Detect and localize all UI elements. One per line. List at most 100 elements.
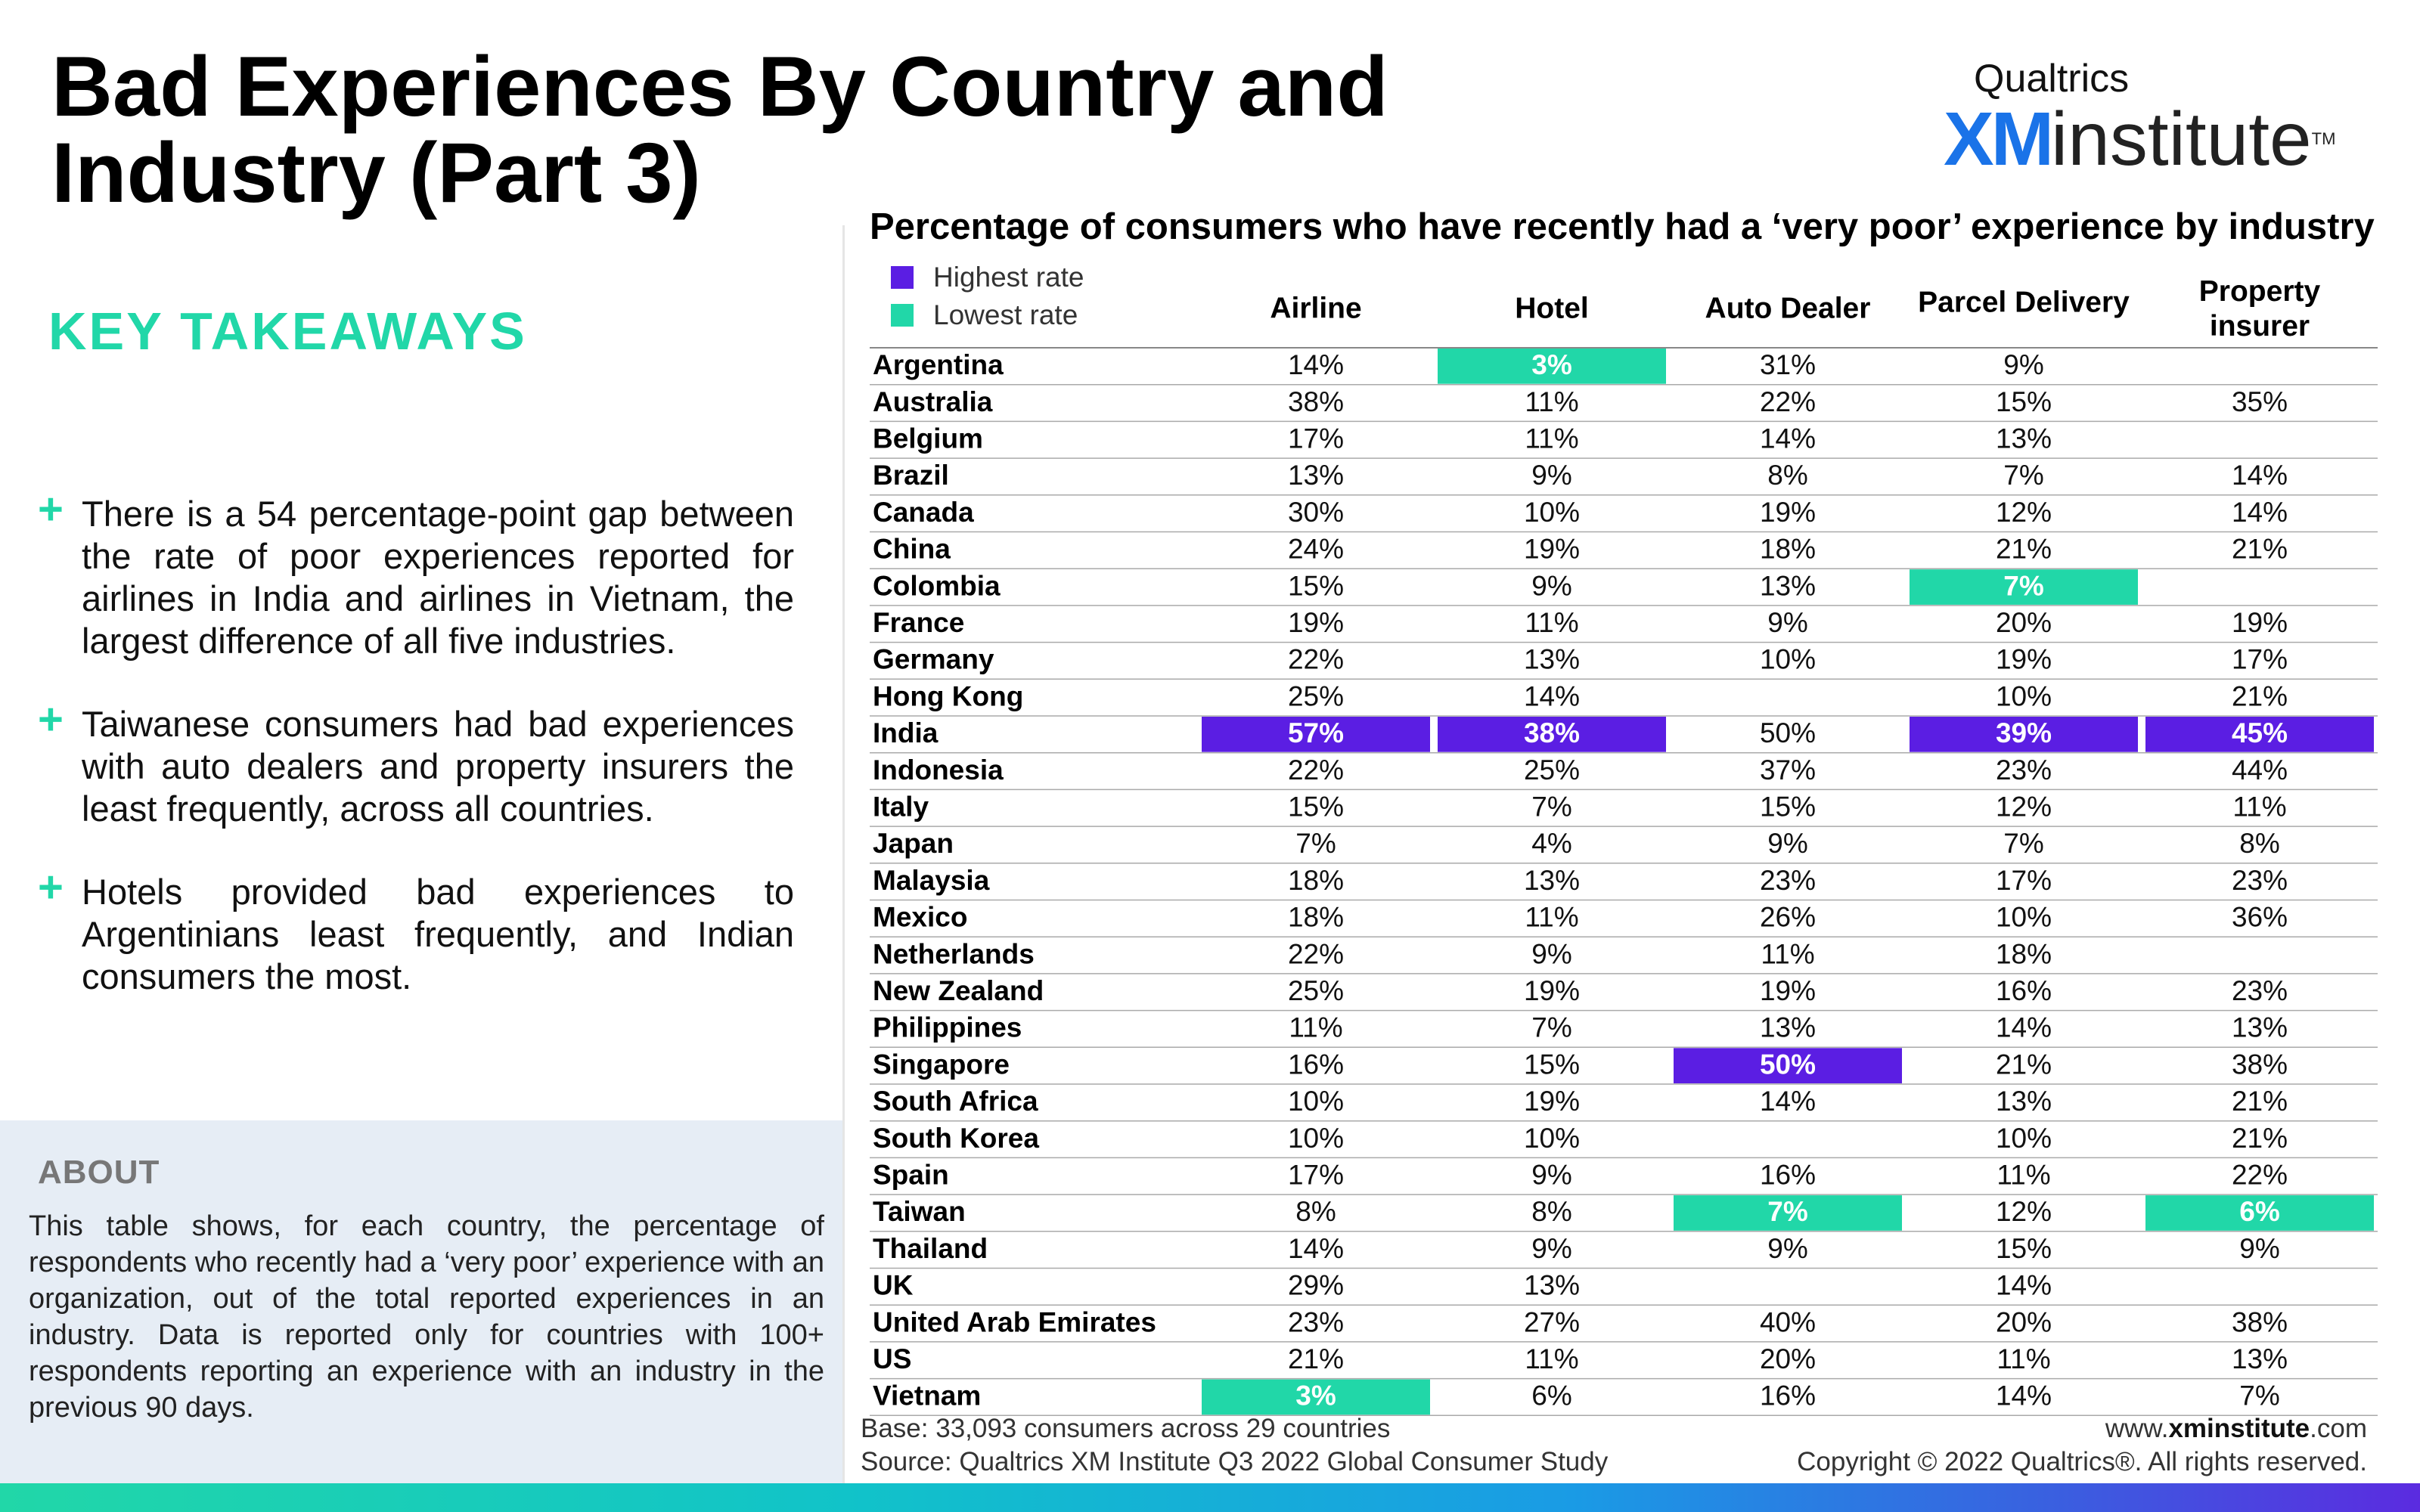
cell-value: 35% <box>2232 386 2288 417</box>
cell-value: 11% <box>2232 792 2286 823</box>
cell-value: 38% <box>2232 1306 2288 1337</box>
cell-value: 21% <box>2232 680 2288 711</box>
cell-value: 10% <box>1524 1123 1580 1154</box>
row-label-us: US <box>873 1343 911 1374</box>
cell-value: 17% <box>1288 423 1344 454</box>
cell-value: 10% <box>1288 1086 1344 1117</box>
copyright-text: Copyright © 2022 Qualtrics®. All rights … <box>1797 1447 2367 1476</box>
row-label-canada: Canada <box>873 497 974 528</box>
cell-value: 14% <box>1288 1233 1344 1264</box>
row-label-france: France <box>873 607 964 638</box>
cell-value: 16% <box>1288 1049 1344 1080</box>
vertical-divider <box>842 225 845 1483</box>
cell-value: 9% <box>1531 570 1571 601</box>
cell-value: 7% <box>1767 1196 1807 1227</box>
footer-source-text: Source: Qualtrics XM Institute Q3 2022 G… <box>861 1447 1609 1476</box>
cell-value: 25% <box>1524 754 1580 785</box>
url-domain: xminstitute <box>2168 1414 2310 1443</box>
takeaway-item: + There is a 54 percentage-point gap bet… <box>38 488 794 662</box>
cell-value: 11% <box>1525 1343 1578 1374</box>
cell-value: 22% <box>1760 386 1816 417</box>
key-takeaways-list: + There is a 54 percentage-point gap bet… <box>38 488 794 1039</box>
row-label-philippines: Philippines <box>873 1012 1022 1043</box>
cell-value: 22% <box>1288 938 1344 969</box>
cell-value: 6% <box>2239 1196 2279 1227</box>
cell-value: 7% <box>2003 460 2043 491</box>
column-header-hotel: Hotel <box>1515 292 1589 324</box>
cell-value: 11% <box>1761 938 1814 969</box>
row-label-new-zealand: New Zealand <box>873 975 1044 1006</box>
cell-value: 7% <box>1531 792 1571 823</box>
cell-value: 14% <box>1996 1012 2052 1043</box>
cell-value: 9% <box>1767 1233 1807 1264</box>
legend-item-lowest: Lowest rate <box>891 296 1084 334</box>
highlight-cell-lowest <box>1910 569 2138 605</box>
cell-value: 21% <box>1288 1343 1344 1374</box>
website-link[interactable]: www.xminstitute.com <box>1797 1412 2367 1445</box>
cell-value: 8% <box>2239 828 2279 859</box>
cell-value: 14% <box>2232 497 2288 528</box>
cell-value: 13% <box>1288 460 1344 491</box>
legend-label-highest: Highest rate <box>933 262 1084 293</box>
url-prefix: www. <box>2105 1414 2169 1443</box>
logo-xm-text: XM <box>1944 97 2054 181</box>
cell-value: 29% <box>1288 1270 1344 1301</box>
cell-value: 19% <box>1524 1086 1580 1117</box>
cell-value: 44% <box>2232 754 2288 785</box>
footer-base: Base: 33,093 consumers across 29 countri… <box>861 1414 1391 1443</box>
takeaway-text: Hotels provided bad experiences to Argen… <box>82 872 794 996</box>
cell-value: 19% <box>1524 975 1580 1006</box>
cell-value: 18% <box>1760 534 1816 565</box>
page-title: Bad Experiences By Country and Industry … <box>51 39 1388 220</box>
row-label-thailand: Thailand <box>873 1233 988 1264</box>
cell-value: 9% <box>1767 607 1807 638</box>
cell-value: 14% <box>1996 1380 2052 1411</box>
cell-value: 16% <box>1760 1380 1816 1411</box>
cell-value: 7% <box>1531 1012 1571 1043</box>
bottom-gradient-bar <box>0 1483 2420 1512</box>
logo-main-line: XMinstituteTM <box>1944 101 2367 177</box>
row-label-south-africa: South Africa <box>873 1086 1038 1117</box>
logo-trademark: TM <box>2311 129 2336 148</box>
legend: Highest rate Lowest rate <box>891 259 1084 334</box>
column-header-parcel-delivery: Parcel Delivery <box>1918 286 2130 318</box>
cell-value: 10% <box>1996 680 2052 711</box>
row-label-japan: Japan <box>873 828 954 859</box>
cell-value: 50% <box>1760 1049 1816 1080</box>
cell-value: 11% <box>1525 423 1578 454</box>
cell-value: 13% <box>1524 1270 1580 1301</box>
takeaway-text: There is a 54 percentage-point gap betwe… <box>82 494 794 661</box>
cell-value: 18% <box>1288 865 1344 896</box>
cell-value: 19% <box>1524 534 1580 565</box>
cell-value: 9% <box>1767 828 1807 859</box>
chart-title: Percentage of consumers who have recentl… <box>870 206 2375 247</box>
cell-value: 14% <box>1524 680 1580 711</box>
cell-value: 22% <box>1288 644 1344 675</box>
cell-value: 27% <box>1524 1306 1580 1337</box>
takeaway-item: + Hotels provided bad experiences to Arg… <box>38 866 794 998</box>
cell-value: 20% <box>1760 1343 1816 1374</box>
about-panel: ABOUT This table shows, for each country… <box>0 1120 842 1483</box>
row-label-spain: Spain <box>873 1160 949 1191</box>
cell-value: 23% <box>1760 865 1816 896</box>
cell-value: 9% <box>1531 460 1571 491</box>
cell-value: 14% <box>1760 423 1816 454</box>
cell-value: 15% <box>1288 792 1344 823</box>
footer-copyright-block: www.xminstitute.com Copyright © 2022 Qua… <box>1797 1412 2367 1479</box>
cell-value: 17% <box>1996 865 2052 896</box>
cell-value: 19% <box>1288 607 1344 638</box>
cell-value: 14% <box>1288 349 1344 380</box>
cell-value: 19% <box>2232 607 2288 638</box>
cell-value: 13% <box>2232 1343 2288 1374</box>
row-label-indonesia: Indonesia <box>873 754 1004 785</box>
row-label-argentina: Argentina <box>873 349 1004 380</box>
cell-value: 23% <box>2232 865 2288 896</box>
row-label-italy: Italy <box>873 792 929 823</box>
row-label-malaysia: Malaysia <box>873 865 990 896</box>
cell-value: 8% <box>1531 1196 1571 1227</box>
cell-value: 19% <box>1996 644 2052 675</box>
cell-value: 21% <box>2232 1123 2288 1154</box>
cell-value: 13% <box>1524 865 1580 896</box>
cell-value: 15% <box>1288 570 1344 601</box>
cell-value: 40% <box>1760 1306 1816 1337</box>
